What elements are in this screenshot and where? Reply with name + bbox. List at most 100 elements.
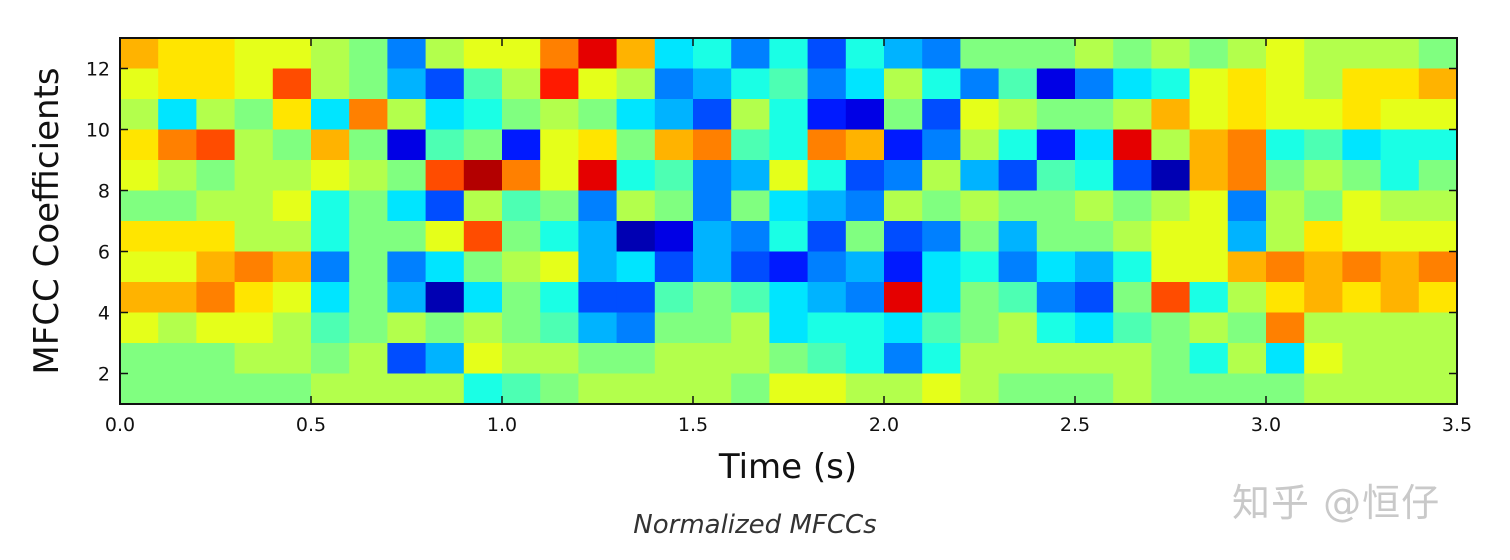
heatmap-cell	[1342, 129, 1382, 161]
heatmap-cell	[960, 68, 1000, 100]
heatmap-cell	[1342, 312, 1382, 344]
heatmap-cell	[1418, 68, 1458, 100]
heatmap-cell	[502, 99, 541, 130]
heatmap-cell	[234, 282, 274, 313]
heatmap-cell	[807, 99, 847, 130]
heatmap-cell	[1151, 190, 1191, 222]
heatmap-cell	[1304, 282, 1343, 313]
heatmap-cell	[578, 312, 618, 344]
heatmap-cell	[1189, 251, 1229, 283]
heatmap-cell	[1227, 221, 1267, 252]
heatmap-cell	[693, 99, 732, 130]
heatmap-cell	[349, 373, 388, 405]
heatmap-cell	[884, 251, 923, 283]
heatmap-cell	[960, 129, 1000, 161]
heatmap-cell	[425, 312, 465, 344]
heatmap-cell	[578, 129, 618, 161]
y-tick-label: 10	[86, 120, 110, 142]
heatmap-cell	[884, 190, 923, 222]
heatmap-cell	[922, 68, 961, 100]
heatmap-cell	[234, 99, 274, 130]
heatmap-cell	[1189, 343, 1229, 374]
heatmap-cell	[425, 221, 465, 252]
heatmap-cell	[998, 129, 1038, 161]
heatmap-cell	[540, 129, 579, 161]
heatmap-cell	[1266, 190, 1305, 222]
heatmap-cell	[616, 343, 656, 374]
heatmap-cell	[578, 68, 618, 100]
heatmap-cell	[616, 160, 656, 191]
heatmap-cell	[731, 373, 770, 405]
heatmap-cell	[1075, 38, 1114, 69]
heatmap-cell	[807, 160, 847, 191]
heatmap-cell	[769, 38, 809, 69]
heatmap-cell	[1113, 190, 1152, 222]
heatmap-cell	[616, 190, 656, 222]
heatmap-cell	[425, 38, 465, 69]
heatmap-cell	[272, 373, 312, 405]
heatmap-cell	[120, 99, 159, 130]
heatmap-cell	[769, 68, 809, 100]
heatmap-cell	[1113, 68, 1152, 100]
heatmap-cell	[1075, 282, 1114, 313]
heatmap-cell	[196, 129, 236, 161]
heatmap-cell	[158, 38, 197, 69]
heatmap-cell	[1189, 129, 1229, 161]
heatmap-cell	[1380, 38, 1420, 69]
heatmap-cell	[960, 373, 1000, 405]
heatmap-cell	[502, 251, 541, 283]
heatmap-cell	[387, 99, 427, 130]
heatmap-cell	[387, 160, 427, 191]
heatmap-cell	[463, 38, 503, 69]
heatmap-cell	[731, 282, 770, 313]
heatmap-cell	[272, 99, 312, 130]
heatmap-cell	[807, 221, 847, 252]
heatmap-cell	[272, 221, 312, 252]
heatmap-cell	[196, 282, 236, 313]
heatmap-cell	[349, 129, 388, 161]
heatmap-cell	[463, 190, 503, 222]
heatmap-cell	[1380, 312, 1420, 344]
heatmap-cell	[425, 129, 465, 161]
heatmap-cell	[1227, 160, 1267, 191]
heatmap-cell	[1227, 68, 1267, 100]
heatmap-cell	[1189, 190, 1229, 222]
heatmap-cell	[120, 312, 159, 344]
heatmap-cell	[120, 38, 159, 69]
heatmap-cell	[1304, 99, 1343, 130]
heatmap-cell	[884, 68, 923, 100]
heatmap-cell	[272, 160, 312, 191]
heatmap-cell	[1189, 282, 1229, 313]
heatmap-cell	[960, 251, 1000, 283]
heatmap-cell	[1075, 160, 1114, 191]
heatmap-cell	[1342, 221, 1382, 252]
heatmap-cell	[272, 129, 312, 161]
heatmap-cell	[1342, 373, 1382, 405]
heatmap-cell	[884, 221, 923, 252]
x-tick-label: 3.0	[1251, 414, 1281, 436]
heatmap-cell	[731, 129, 770, 161]
x-axis-title: Time (s)	[718, 447, 857, 487]
heatmap-cell	[654, 38, 694, 69]
heatmap-cell	[693, 373, 732, 405]
heatmap-cell	[998, 221, 1038, 252]
heatmap-cell	[425, 373, 465, 405]
heatmap-cell	[807, 251, 847, 283]
heatmap-cell	[693, 129, 732, 161]
heatmap-cell	[502, 312, 541, 344]
heatmap-cell	[1189, 373, 1229, 405]
heatmap-cell	[387, 343, 427, 374]
heatmap-cell	[1418, 343, 1458, 374]
heatmap-cell	[1151, 99, 1191, 130]
heatmap-cell	[120, 282, 159, 313]
heatmap-cell	[616, 282, 656, 313]
heatmap-cell	[1380, 343, 1420, 374]
heatmap-cell	[807, 129, 847, 161]
x-tick-label: 0.0	[105, 414, 135, 436]
heatmap-cell	[1075, 373, 1114, 405]
heatmap-cell	[158, 68, 197, 100]
heatmap-cell	[234, 251, 274, 283]
heatmap-cell	[387, 312, 427, 344]
heatmap-cell	[463, 282, 503, 313]
